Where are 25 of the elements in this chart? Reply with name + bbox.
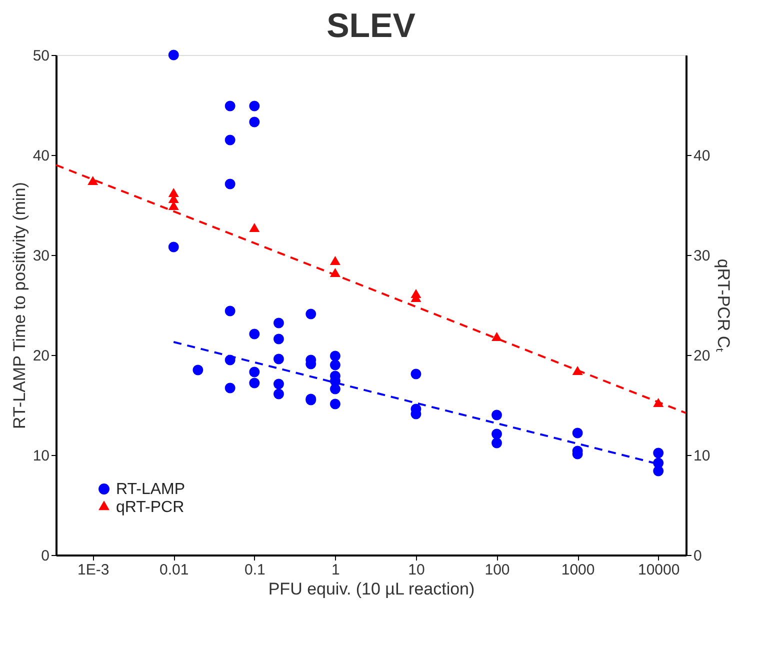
x-tick-label: 10000	[638, 562, 680, 578]
y2-tick-label: 30	[694, 248, 710, 264]
y-tick-label: 40	[32, 148, 50, 164]
y-tick-label: 30	[32, 248, 50, 264]
y2-tick-label: 40	[694, 148, 710, 164]
y2-tick-label: 10	[694, 448, 710, 464]
chart-title: SLEV	[326, 7, 416, 45]
y2-axis-title: qRT-PCR Cₜ	[714, 258, 734, 352]
y-tick-label: 20	[32, 348, 50, 364]
x-tick-label: 1	[332, 562, 340, 578]
x-tick-label: 0.1	[244, 562, 266, 578]
legend-label: qRT-PCR	[116, 499, 184, 516]
x-tick-label: 0.01	[160, 562, 189, 578]
x-tick-label: 1000	[561, 562, 595, 578]
y-tick-label: 10	[32, 448, 50, 464]
x-tick-label: 100	[484, 562, 510, 578]
y2-tick-label: 20	[694, 348, 710, 364]
legend-label: RT-LAMP	[116, 481, 186, 498]
x-tick-label: 10	[408, 562, 425, 578]
y-tick-label: 50	[32, 48, 50, 64]
y-axis-title: RT-LAMP Time to positivity (min)	[10, 182, 29, 429]
x-axis-title: PFU equiv. (10 µL reaction)	[268, 580, 475, 598]
y2-tick-label: 0	[694, 548, 702, 564]
y-tick-label: 0	[41, 548, 50, 564]
x-tick-label: 1E-3	[77, 562, 110, 578]
